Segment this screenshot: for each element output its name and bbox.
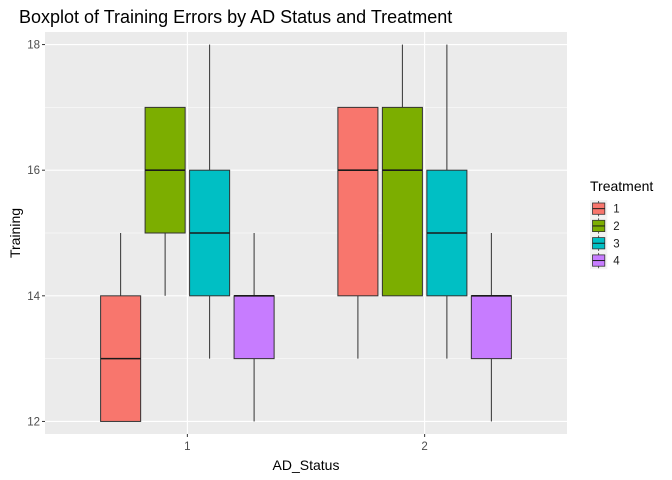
box	[381, 106, 423, 297]
box-series-2-cat-2	[381, 44, 423, 297]
legend: Treatment 1 2 3 4	[590, 178, 653, 270]
box	[233, 295, 275, 360]
y-tick-label: 16	[27, 165, 40, 177]
box-series-2-cat-1	[144, 106, 186, 296]
y-axis-title: Training	[7, 208, 23, 258]
legend-label: 3	[613, 238, 619, 250]
y-axis: 12 14 16 18	[27, 40, 45, 428]
box-series-1-cat-2	[337, 106, 379, 359]
legend-items: 1 2 3 4	[590, 200, 620, 270]
boxplot-marks	[100, 44, 512, 422]
y-tick-label: 18	[27, 40, 40, 52]
box-series-3-cat-1	[189, 44, 231, 359]
box	[337, 106, 379, 297]
x-tick-label: 1	[184, 441, 190, 453]
y-tick-label: 14	[27, 291, 40, 303]
box	[470, 295, 512, 360]
chart-title: Boxplot of Training Errors by AD Status …	[19, 7, 452, 27]
x-tick-label: 2	[421, 441, 427, 453]
legend-title: Treatment	[590, 178, 653, 194]
box-series-4-cat-2	[470, 233, 512, 422]
box-series-3-cat-2	[426, 44, 468, 359]
x-axis-title: AD_Status	[273, 457, 340, 473]
legend-label: 2	[613, 221, 619, 233]
box-series-4-cat-1	[233, 233, 275, 422]
legend-label: 4	[613, 256, 620, 268]
y-tick-label: 12	[27, 416, 40, 428]
legend-label: 1	[613, 204, 619, 216]
box-series-1-cat-1	[100, 233, 142, 422]
